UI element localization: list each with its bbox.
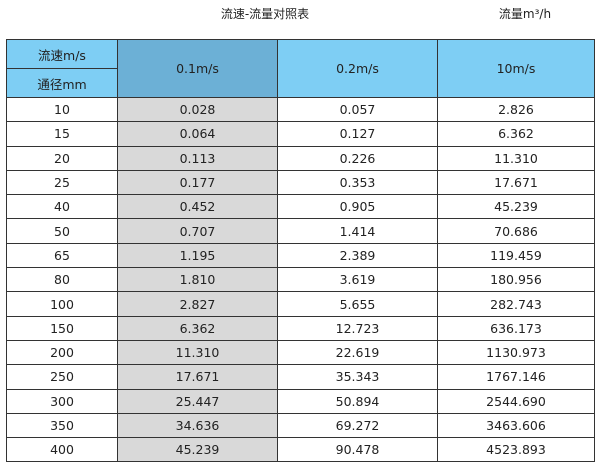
flow-cell: 1130.973: [437, 339, 595, 366]
flow-cell: 0.452: [117, 194, 278, 220]
corner-diameter-header: 通径mm: [6, 68, 118, 98]
flow-cell: 0.064: [117, 121, 278, 147]
flow-cell: 4523.893: [437, 437, 595, 463]
diameter-cell: 350: [6, 412, 118, 439]
flow-cell: 1767.146: [437, 364, 595, 390]
flow-cell: 0.028: [117, 96, 278, 123]
table-row: 100 2.827 5.655 282.743: [6, 291, 595, 317]
flow-cell: 90.478: [277, 437, 438, 463]
flow-cell: 180.956: [437, 267, 595, 293]
table-row: 20 0.113 0.226 11.310: [6, 145, 595, 171]
table-row: 40 0.452 0.905 45.239: [6, 194, 595, 220]
diameter-cell: 20: [6, 145, 118, 171]
diameter-cell: 150: [6, 315, 118, 341]
flow-cell: 25.447: [117, 388, 278, 414]
flow-cell: 3.619: [277, 267, 438, 293]
flow-cell: 22.619: [277, 339, 438, 366]
flow-cell: 12.723: [277, 315, 438, 341]
flow-cell: 1.414: [277, 218, 438, 244]
diameter-cell: 15: [6, 121, 118, 147]
flow-cell: 0.353: [277, 169, 438, 196]
flow-cell: 34.636: [117, 412, 278, 439]
corner-velocity-header: 流速m/s: [6, 39, 118, 69]
table-row: 80 1.810 3.619 180.956: [6, 267, 595, 293]
diameter-cell: 100: [6, 291, 118, 317]
column-header: 10m/s: [437, 39, 595, 98]
flow-cell: 0.707: [117, 218, 278, 244]
column-header: 0.2m/s: [277, 39, 438, 98]
table-row: 25 0.177 0.353 17.671: [6, 169, 595, 196]
diameter-cell: 80: [6, 267, 118, 293]
diameter-cell: 300: [6, 388, 118, 414]
diameter-cell: 25: [6, 169, 118, 196]
column-header: 0.1m/s: [117, 39, 278, 98]
flow-cell: 35.343: [277, 364, 438, 390]
flow-cell: 119.459: [437, 242, 595, 269]
flow-cell: 45.239: [437, 194, 595, 220]
table-row: 400 45.239 90.478 4523.893: [6, 437, 595, 463]
diameter-cell: 10: [6, 96, 118, 123]
flow-cell: 70.686: [437, 218, 595, 244]
flow-cell: 2.389: [277, 242, 438, 269]
flow-table: 流速m/s 0.1m/s 0.2m/s 10m/s 通径mm 10 0.028 0.…: [6, 39, 595, 463]
flow-cell: 11.310: [437, 145, 595, 171]
table-row: 65 1.195 2.389 119.459: [6, 242, 595, 269]
diameter-cell: 50: [6, 218, 118, 244]
flow-cell: 6.362: [117, 315, 278, 341]
flow-cell: 636.173: [437, 315, 595, 341]
flow-cell: 0.127: [277, 121, 438, 147]
table-title: 流速-流量对照表: [220, 7, 310, 21]
flow-cell: 282.743: [437, 291, 595, 317]
diameter-cell: 400: [6, 437, 118, 463]
table-row: 150 6.362 12.723 636.173: [6, 315, 595, 341]
flow-cell: 17.671: [117, 364, 278, 390]
table-row: 300 25.447 50.894 2544.690: [6, 388, 595, 414]
flow-cell: 0.113: [117, 145, 278, 171]
flow-cell: 1.195: [117, 242, 278, 269]
table-row: 10 0.028 0.057 2.826: [6, 96, 595, 123]
diameter-cell: 200: [6, 339, 118, 366]
flow-cell: 2.826: [437, 96, 595, 123]
flow-cell: 6.362: [437, 121, 595, 147]
flow-cell: 0.226: [277, 145, 438, 171]
table-row: 50 0.707 1.414 70.686: [6, 218, 595, 244]
flow-cell: 50.894: [277, 388, 438, 414]
diameter-cell: 40: [6, 194, 118, 220]
flow-cell: 3463.606: [437, 412, 595, 439]
flow-cell: 0.177: [117, 169, 278, 196]
table-row: 15 0.064 0.127 6.362: [6, 121, 595, 147]
table-row: 200 11.310 22.619 1130.973: [6, 339, 595, 366]
diameter-cell: 65: [6, 242, 118, 269]
table-body: 10 0.028 0.057 2.826 15 0.064 0.127 6.362 20 0.11…: [6, 96, 595, 463]
flow-cell: 45.239: [117, 437, 278, 463]
flow-cell: 2.827: [117, 291, 278, 317]
table-row: 250 17.671 35.343 1767.146: [6, 364, 595, 390]
table-row: 350 34.636 69.272 3463.606: [6, 412, 595, 439]
flow-cell: 1.810: [117, 267, 278, 293]
flow-cell: 17.671: [437, 169, 595, 196]
flow-cell: 69.272: [277, 412, 438, 439]
flow-cell: 2544.690: [437, 388, 595, 414]
flow-cell: 11.310: [117, 339, 278, 366]
flow-cell: 5.655: [277, 291, 438, 317]
flow-cell: 0.057: [277, 96, 438, 123]
flow-cell: 0.905: [277, 194, 438, 220]
unit-label: 流量m³/h: [498, 7, 552, 21]
diameter-cell: 250: [6, 364, 118, 390]
